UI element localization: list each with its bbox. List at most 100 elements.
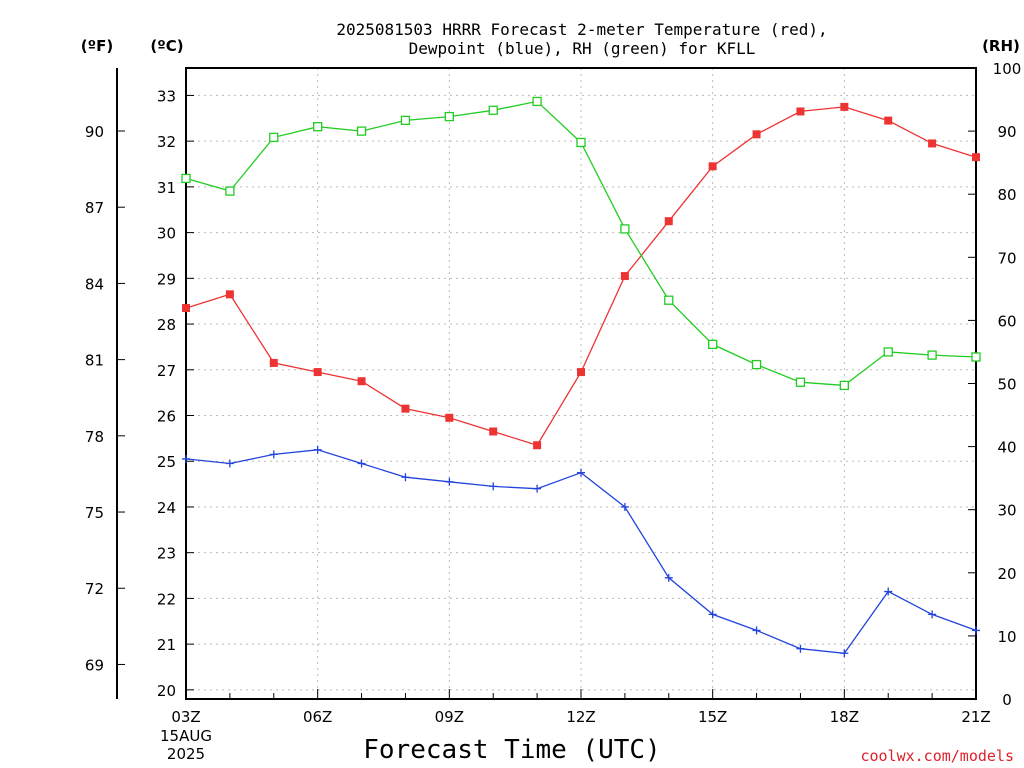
dewpoint-marker xyxy=(445,477,454,486)
time-tick-label: 06Z xyxy=(303,708,332,726)
temperature-marker xyxy=(884,116,893,125)
x-axis-label: Forecast Time (UTC) xyxy=(363,735,660,765)
rh-marker xyxy=(795,377,806,387)
temperature-marker xyxy=(752,130,761,139)
rh-marker xyxy=(313,122,323,132)
temperature-marker xyxy=(620,272,629,281)
dewpoint-marker xyxy=(489,482,498,491)
dewpoint-marker xyxy=(533,484,542,493)
celsius-tick-label: 22 xyxy=(157,590,176,608)
temperature-marker xyxy=(225,290,234,299)
rh-tick-label: 50 xyxy=(997,376,1016,394)
celsius-tick-label: 23 xyxy=(157,545,176,563)
chart-title-line1: 2025081503 HRRR Forecast 2-meter Tempera… xyxy=(336,20,827,39)
celsius-tick-label: 29 xyxy=(157,270,176,288)
time-tick-label: 12Z xyxy=(566,708,595,726)
rh-tick-label: 80 xyxy=(997,186,1016,204)
rh-marker xyxy=(225,186,235,196)
celsius-unit-label: (ºC) xyxy=(150,37,183,55)
fahrenheit-tick-label: 72 xyxy=(85,580,104,598)
time-tick-label: 03Z xyxy=(171,708,200,726)
dewpoint-marker xyxy=(577,468,585,477)
temperature-marker xyxy=(796,107,805,116)
rh-tick-label: 40 xyxy=(997,439,1016,457)
fahrenheit-tick-label: 75 xyxy=(85,504,104,522)
rh-marker xyxy=(971,352,981,362)
celsius-tick-label: 30 xyxy=(157,225,176,243)
rh-marker xyxy=(883,347,893,357)
time-axis: 03Z 06Z 09Z 12Z 15Z 18Z 21Z xyxy=(171,689,991,726)
dewpoint-marker xyxy=(972,626,980,635)
dewpoint-marker xyxy=(708,610,717,619)
time-tick-label: 15Z xyxy=(698,708,727,726)
temperature-marker xyxy=(972,153,980,162)
rh-unit-label: (RH) xyxy=(982,37,1020,55)
fahrenheit-tick-label: 90 xyxy=(85,123,104,141)
fahrenheit-tick-label: 78 xyxy=(85,428,104,446)
rh-tick-label: 70 xyxy=(997,249,1016,267)
fahrenheit-tick-label: 69 xyxy=(85,656,104,674)
rh-tick-label: 0 xyxy=(1002,691,1012,709)
dewpoint-marker xyxy=(401,473,410,482)
fahrenheit-tick-label: 87 xyxy=(85,199,104,217)
rh-marker xyxy=(488,105,498,115)
dewpoint-marker xyxy=(313,445,322,454)
dewpoint-marker xyxy=(225,459,234,468)
temperature-marker xyxy=(840,102,849,111)
rh-marker xyxy=(269,132,279,143)
dewpoint-marker xyxy=(269,450,278,459)
rh-marker xyxy=(181,173,191,184)
dewpoint-marker xyxy=(664,573,673,582)
dewpoint-marker xyxy=(796,644,805,653)
celsius-tick-label: 32 xyxy=(157,133,176,151)
time-tick-label: 09Z xyxy=(435,708,464,726)
temperature-marker xyxy=(401,404,410,413)
fahrenheit-tick-label: 81 xyxy=(85,352,104,370)
celsius-tick-label: 26 xyxy=(157,408,176,426)
rh-tick-label: 100 xyxy=(993,60,1022,78)
celsius-tick-label: 25 xyxy=(157,453,176,471)
rh-axis: 0 10 20 30 40 50 60 70 80 90 100 xyxy=(968,60,1021,709)
celsius-tick-label: 33 xyxy=(157,87,176,105)
rh-marker xyxy=(444,111,454,122)
fahrenheit-axis: 69 72 75 78 81 84 87 90 xyxy=(85,123,125,674)
rh-tick-label: 10 xyxy=(997,628,1016,646)
rh-marker xyxy=(400,115,411,126)
time-tick-label: 18Z xyxy=(830,708,859,726)
temperature-marker xyxy=(269,358,278,367)
series-layer xyxy=(181,96,981,658)
plot-frame xyxy=(185,67,977,700)
celsius-tick-label: 20 xyxy=(157,682,176,700)
rh-marker xyxy=(708,339,718,350)
credit-text: coolwx.com/models xyxy=(860,747,1014,765)
rh-marker xyxy=(532,96,542,107)
date-label-day: 15AUG xyxy=(160,727,212,745)
dewpoint-marker xyxy=(620,502,629,511)
temperature-marker xyxy=(182,304,190,313)
temperature-marker xyxy=(445,413,454,422)
temperature-marker xyxy=(708,162,717,171)
rh-tick-label: 60 xyxy=(997,312,1016,330)
temperature-marker xyxy=(664,217,673,226)
temperature-marker xyxy=(489,427,498,436)
temperature-marker xyxy=(928,139,937,148)
celsius-tick-label: 21 xyxy=(157,636,176,654)
celsius-tick-label: 24 xyxy=(157,499,176,517)
rh-tick-label: 30 xyxy=(997,502,1016,520)
rh-marker xyxy=(751,359,762,370)
fahrenheit-unit-label: (ºF) xyxy=(81,37,113,55)
date-label-year: 2025 xyxy=(167,745,205,763)
temperature-marker xyxy=(577,368,585,377)
fahrenheit-tick-label: 84 xyxy=(85,275,104,293)
temperature-marker xyxy=(313,368,322,377)
celsius-axis: 20 21 22 23 24 25 26 27 28 29 30 31 32 33 xyxy=(157,87,194,700)
dewpoint-marker xyxy=(928,610,937,619)
temperature-marker xyxy=(357,377,366,386)
rh-marker xyxy=(356,126,367,136)
chart-title-line2: Dewpoint (blue), RH (green) for KFLL xyxy=(409,39,756,58)
dewpoint-marker xyxy=(840,649,849,658)
dewpoint-marker xyxy=(357,459,366,468)
celsius-tick-label: 31 xyxy=(157,179,176,197)
celsius-tick-label: 27 xyxy=(157,362,176,380)
